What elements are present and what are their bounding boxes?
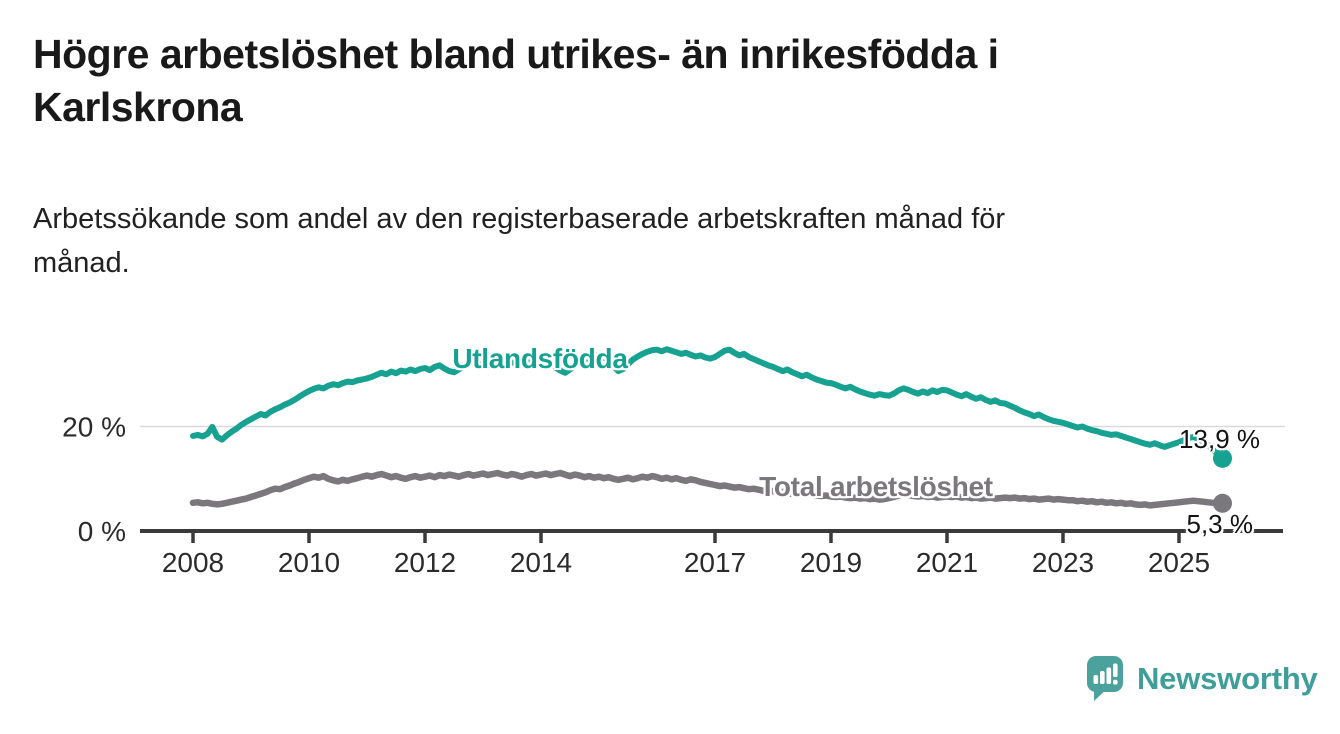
page-title-line-1: Högre arbetslöshet bland utrikes- än inr… xyxy=(33,31,999,77)
series-label-utlandsfodda: Utlandsfödda xyxy=(452,343,628,374)
end-value-label-utlandsfodda: 13,9 % xyxy=(1179,424,1260,454)
y-axis-label-0: 0 % xyxy=(78,516,126,547)
x-axis-label-2021: 2021 xyxy=(916,547,978,578)
page-subtitle-line-1: Arbetssökande som andel av den registerb… xyxy=(33,203,1006,235)
x-axis-label-2012: 2012 xyxy=(394,547,456,578)
y-axis-label-20: 20 % xyxy=(62,412,126,443)
newsworthy-logo: Newsworthy xyxy=(1086,655,1318,702)
series-end-dot-total-arbetsloshet xyxy=(1213,493,1232,513)
page-title: Högre arbetslöshet bland utrikes- än inr… xyxy=(33,28,1273,134)
series-line-total-arbetsloshet xyxy=(189,469,1226,509)
series-label-total-arbetsloshet: Total arbetslöshet xyxy=(759,471,993,502)
page-title-line-2: Karlskrona xyxy=(33,84,243,130)
page-subtitle: Arbetssökande som andel av den registerb… xyxy=(33,197,1273,285)
x-axis-label-2019: 2019 xyxy=(800,547,862,578)
series-line-utlandsfodda xyxy=(190,346,1226,462)
x-axis-label-2025: 2025 xyxy=(1148,547,1210,578)
x-axis-label-2017: 2017 xyxy=(684,547,746,578)
page-subtitle-line-2: månad. xyxy=(33,247,130,279)
x-axis-label-2008: 2008 xyxy=(162,547,224,578)
series-end-dot-utlandsfodda xyxy=(1213,448,1232,468)
newsworthy-logo-icon xyxy=(1087,656,1123,701)
x-axis-label-2023: 2023 xyxy=(1032,547,1094,578)
end-value-label-total-arbetsloshet: 5,3 % xyxy=(1186,509,1254,539)
newsworthy-logo-text: Newsworthy xyxy=(1137,660,1318,696)
x-axis-label-2010: 2010 xyxy=(278,547,340,578)
x-axis-label-2014: 2014 xyxy=(510,547,572,578)
